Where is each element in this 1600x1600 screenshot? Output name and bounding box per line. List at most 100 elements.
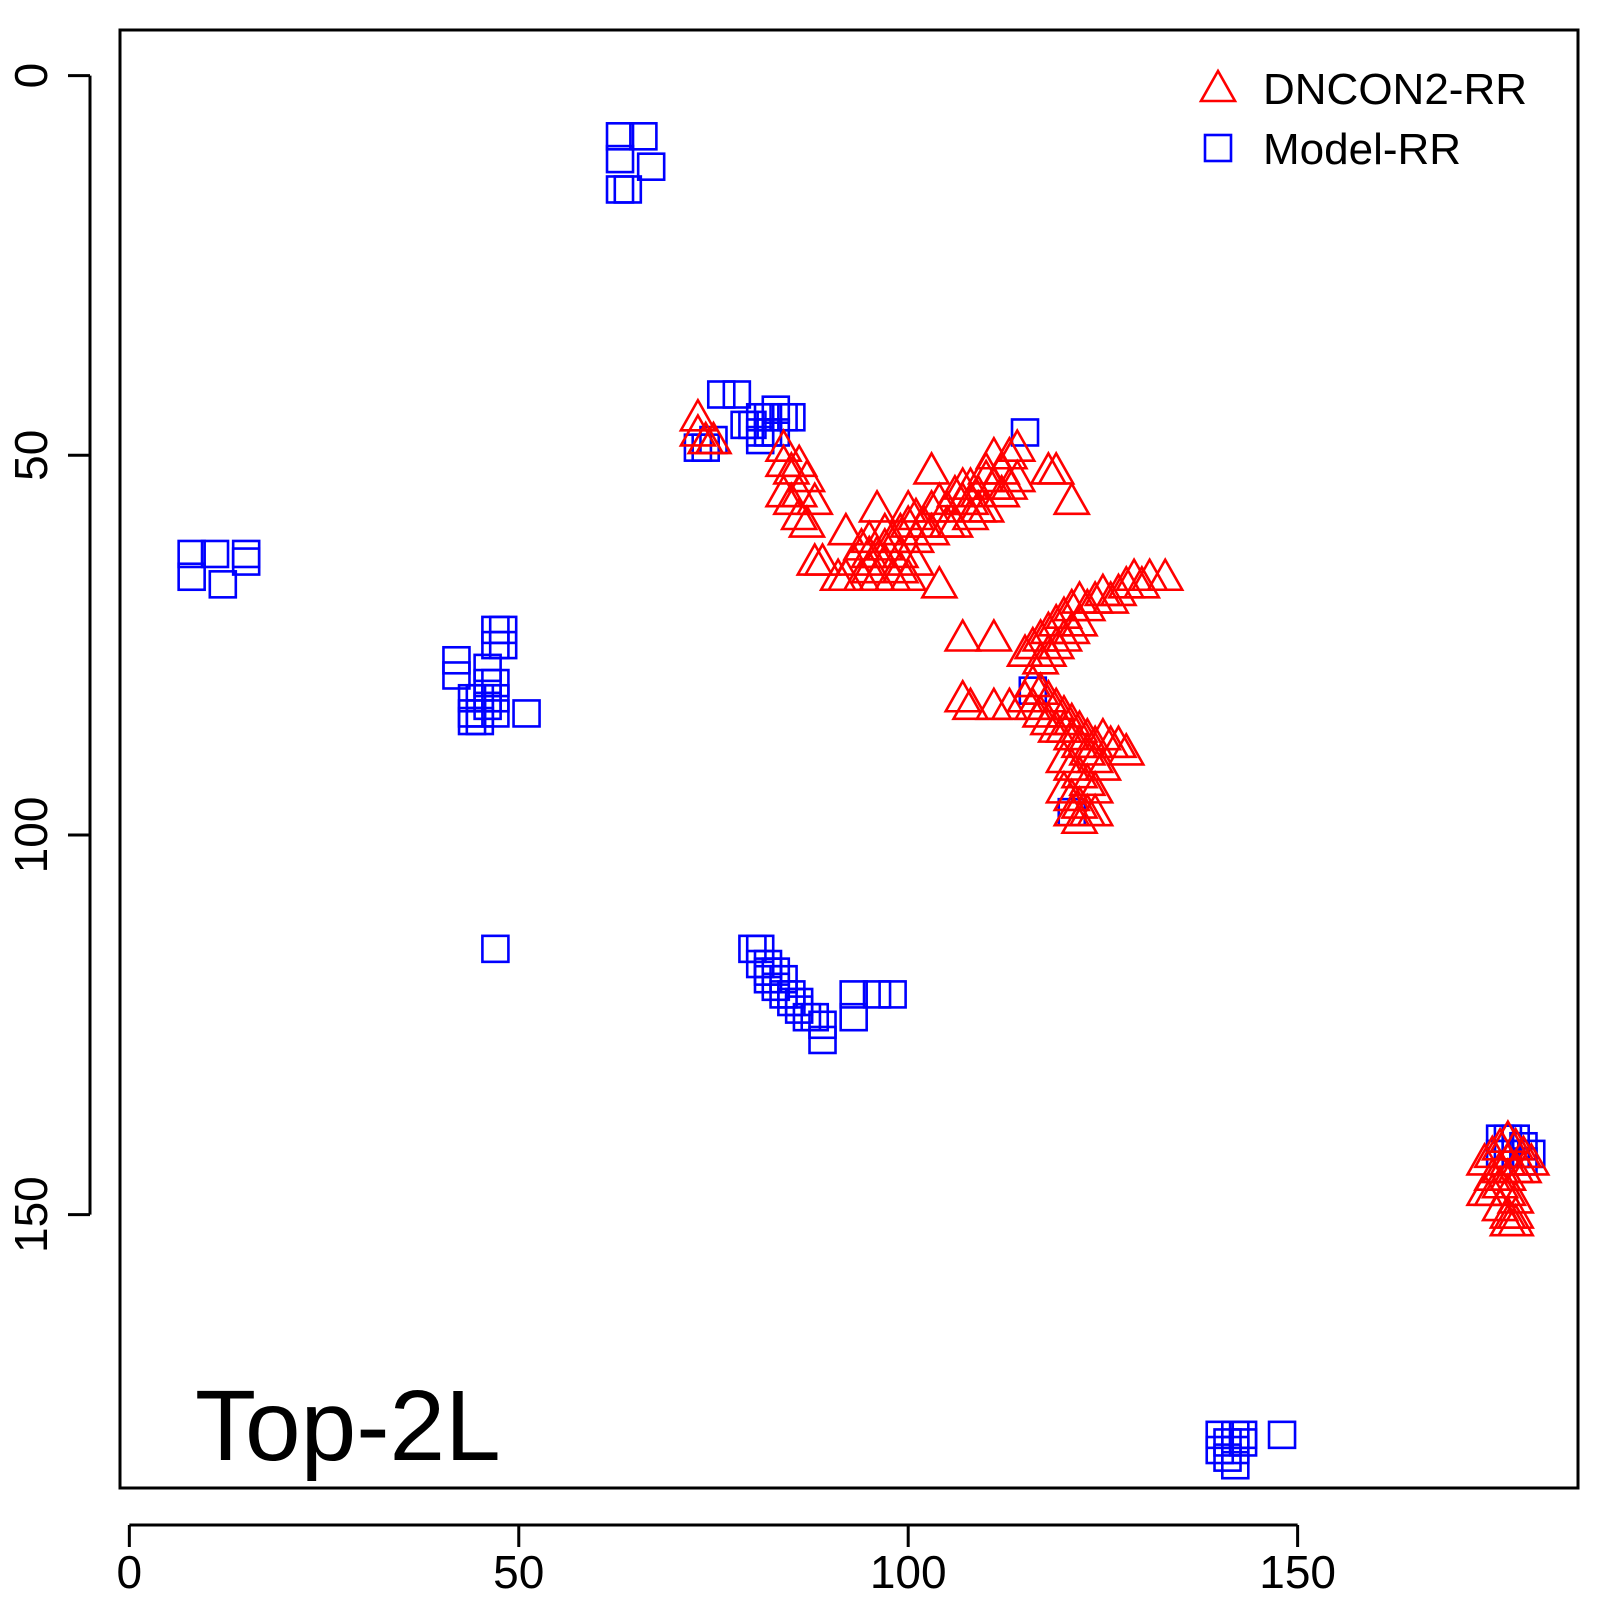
triangle-point [974,617,1014,652]
triangle-point [857,488,897,523]
legend-label: DNCON2-RR [1263,65,1527,114]
square-point [745,425,775,455]
triangle-point [826,511,866,546]
triangle-point [865,511,905,546]
triangle-point [779,496,819,531]
square-point [473,653,502,683]
triangle-point [1060,800,1099,835]
square-point [481,668,510,698]
square-point [800,1002,830,1032]
triangle-point [678,412,718,447]
triangle-point [1052,777,1091,812]
square-point [613,175,643,204]
square-point [722,380,752,409]
square-point [473,691,502,721]
triangle-point [764,428,803,462]
y-tick-label: 0 [5,63,57,89]
triangle-point [951,686,990,721]
triangle-point [1488,1141,1528,1176]
triangle-point [1504,1149,1543,1184]
square-point [878,980,907,1009]
square-point [488,615,518,645]
square-point [706,380,736,409]
triangle-point [990,686,1029,721]
triangle-point [1060,784,1099,819]
square-point [231,547,261,576]
square-point [753,964,783,994]
triangle-point [997,458,1037,493]
triangle-point [1052,610,1091,645]
triangle-point [896,541,936,576]
square-point [605,122,635,151]
triangle-point [787,503,827,538]
triangle-point [1029,701,1068,736]
square-point [738,410,767,440]
triangle-point [678,397,718,432]
square-point [465,699,495,728]
square-point [1205,1420,1235,1450]
x-axis: 0 50 100 150 [117,1523,1336,1598]
square-point [231,539,261,569]
data-points [177,122,1551,1480]
square-point [1205,1435,1235,1465]
square-point [808,1025,837,1055]
square-point [1213,1443,1242,1472]
square-point [457,706,487,736]
y-tick-label: 50 [5,430,57,481]
triangle-point [912,450,951,485]
triangle-point [1145,557,1185,592]
legend-triangle-icon [1198,68,1238,103]
triangle-point [1060,602,1099,637]
triangle-point [943,617,982,652]
triangle-point [990,465,1029,500]
triangle-point [1496,1194,1535,1229]
legend: DNCON2-RR Model-RR [1198,65,1527,174]
triangle-point [966,450,1006,485]
triangle-point [1052,481,1091,516]
series-model-rr [177,122,1546,1480]
triangle-point [951,481,990,516]
plot-frame [118,28,1580,1490]
square-point [761,957,791,986]
legend-label: Model-RR [1263,125,1461,174]
triangle-point [795,481,834,516]
square-point [488,630,518,660]
square-point [753,402,783,432]
triangle-point [850,534,889,569]
triangle-point [1083,746,1123,781]
x-tick-label: 100 [870,1546,947,1598]
series-dncon2-rr [678,397,1551,1237]
square-point [636,152,666,181]
square-point [512,699,541,728]
square-point [1228,1428,1258,1457]
square-point [839,980,868,1009]
triangle-point [1013,686,1053,721]
legend-square-icon [1203,133,1233,163]
square-point [177,562,206,592]
square-point [745,934,775,964]
square-point [481,934,510,964]
square-point [862,980,892,1009]
square-point [442,661,471,690]
triangle-point [1013,663,1053,698]
square-point [481,699,510,728]
triangle-point [803,541,842,576]
square-point [605,144,635,174]
triangle-point [1036,450,1076,485]
triangle-point [1099,724,1138,759]
triangle-point [927,503,967,538]
triangle-point [1496,1202,1535,1237]
square-point [481,615,510,645]
triangle-point [1512,1141,1551,1176]
triangle-point [1122,564,1162,599]
square-point [777,402,806,432]
panel-annotation: Top-2L [195,1370,501,1482]
triangle-point [912,511,951,546]
y-tick-label: 100 [5,797,57,874]
square-point [177,539,206,569]
square-point [208,570,238,599]
triangle-point [1044,769,1084,804]
triangle-point [920,564,959,599]
triangle-point [779,473,819,508]
